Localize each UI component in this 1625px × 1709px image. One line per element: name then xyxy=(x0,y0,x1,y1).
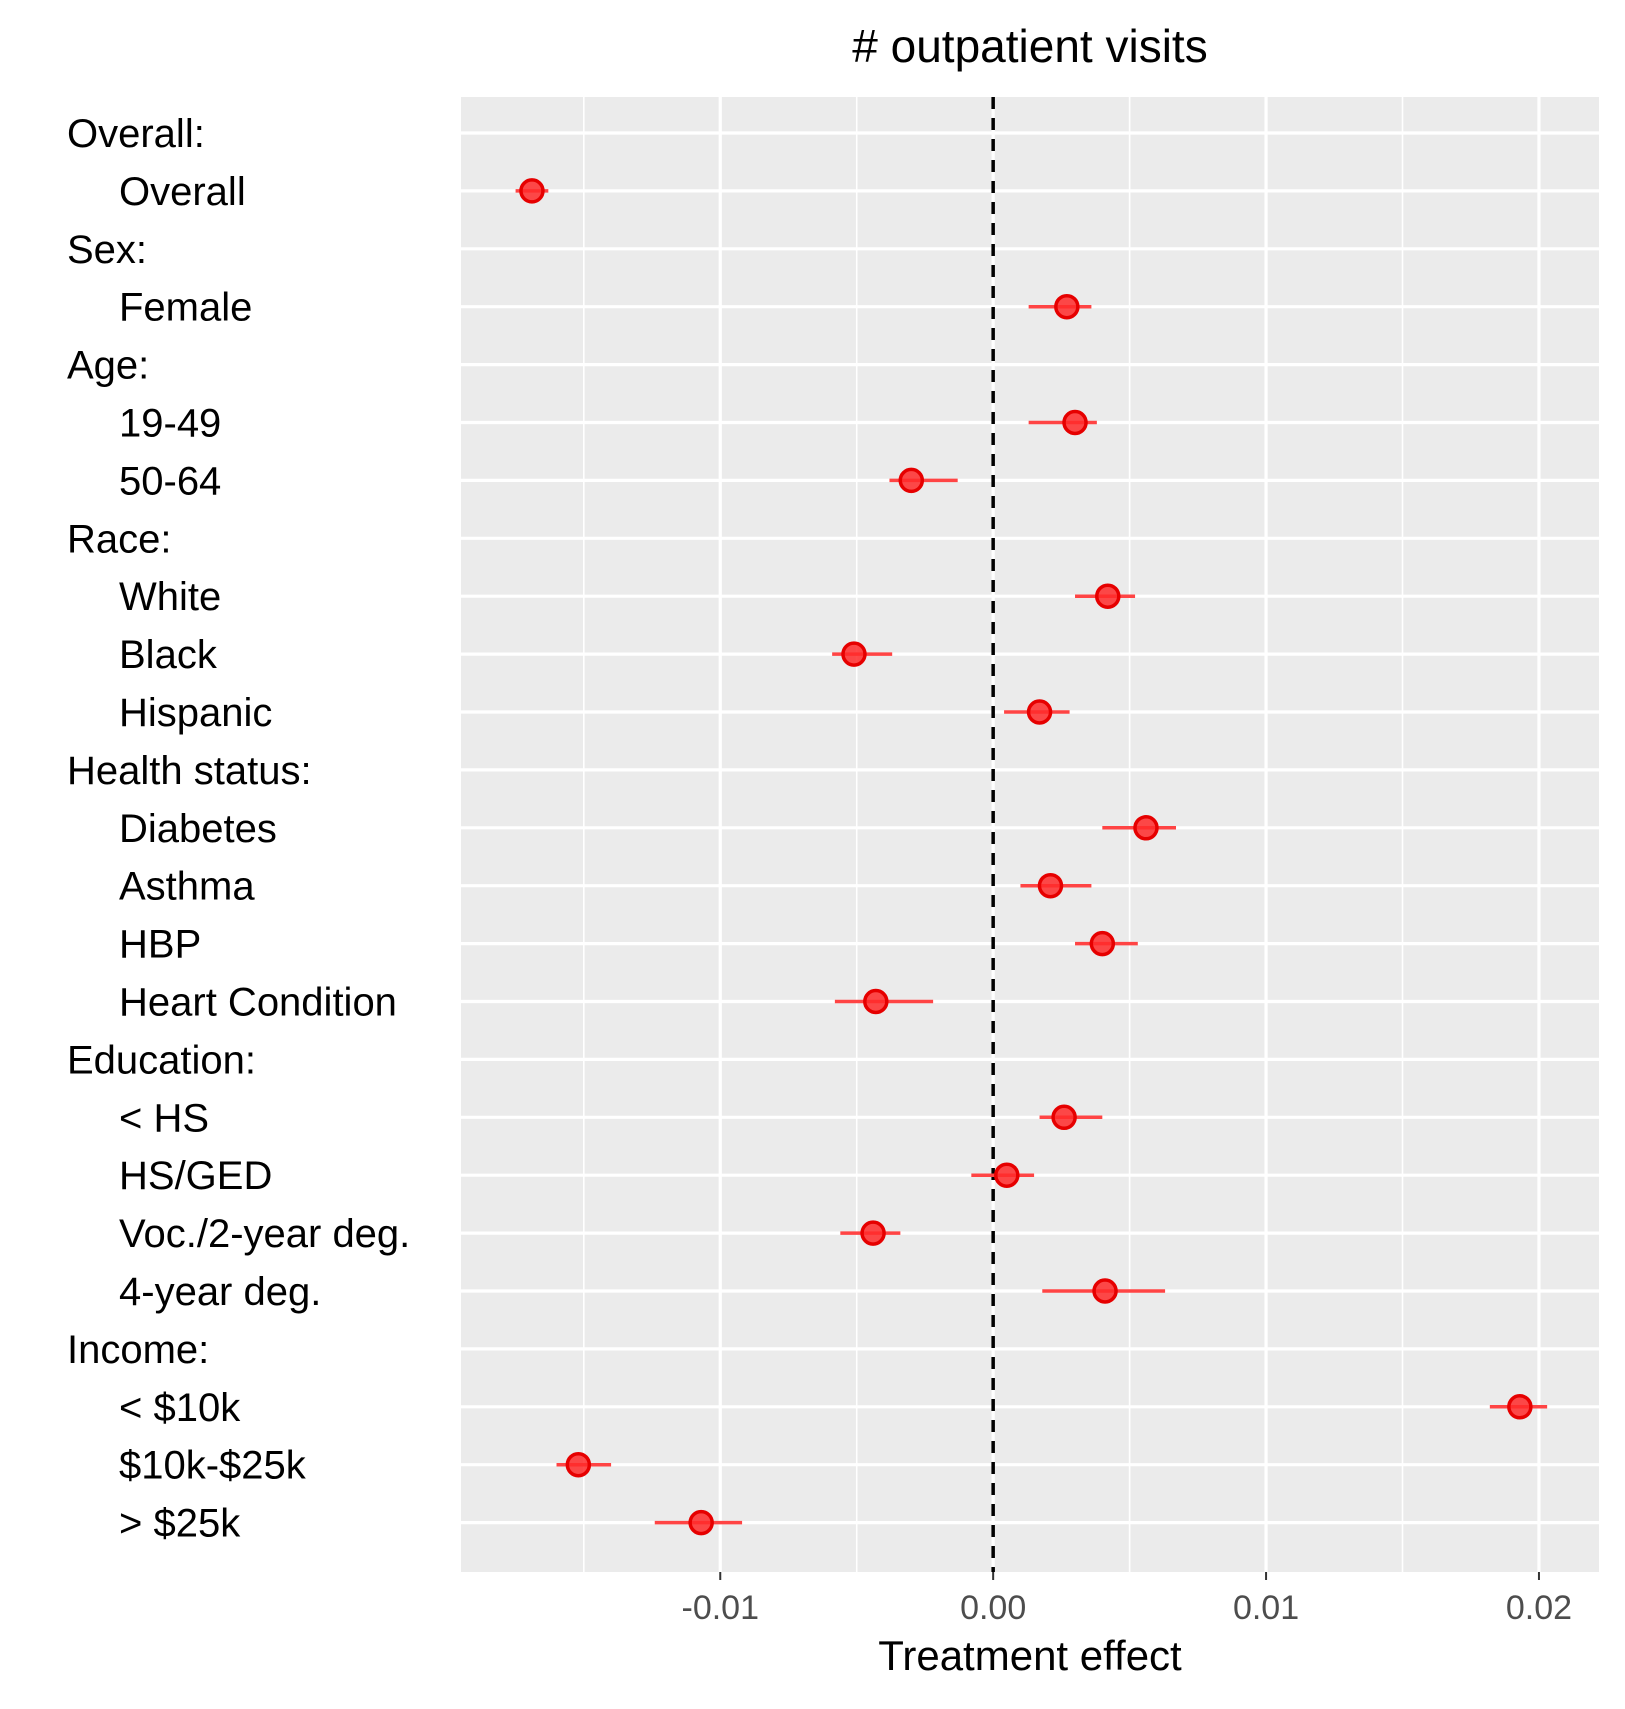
point-estimate xyxy=(841,641,867,667)
point-estimate xyxy=(519,178,545,204)
group-header-label: Overall: xyxy=(67,112,205,156)
point-estimate xyxy=(1037,872,1064,899)
row-label: 50-64 xyxy=(119,459,221,503)
row-label: 4-year deg. xyxy=(119,1270,321,1314)
point-estimate xyxy=(1062,409,1088,436)
group-header-label: Health status: xyxy=(67,749,312,793)
x-tick-label: 0.02 xyxy=(1506,1589,1572,1627)
point-estimate xyxy=(565,1451,592,1478)
point-estimate xyxy=(1054,293,1080,320)
point-estimate xyxy=(860,1220,886,1246)
row-label: Black xyxy=(119,633,218,677)
data-marks xyxy=(515,178,1548,1536)
point-estimate xyxy=(863,988,889,1015)
row-label: < HS xyxy=(119,1096,209,1140)
row-label: Hispanic xyxy=(119,691,272,735)
row-labels: Overall: Overall Sex: Female Age: 19-49 50-64 R… xyxy=(67,112,410,1546)
point-estimate xyxy=(994,1162,1020,1188)
group-header-label: Education: xyxy=(67,1038,256,1082)
x-tick-label: -0.01 xyxy=(682,1589,760,1627)
chart-title: # outpatient visits xyxy=(852,20,1207,72)
x-axis-title: Treatment effect xyxy=(878,1632,1182,1679)
row-label: Female xyxy=(119,286,252,330)
point-estimate xyxy=(1026,699,1053,725)
row-label: < $10k xyxy=(119,1386,241,1430)
row-label: > $25k xyxy=(119,1502,241,1546)
group-header-label: Age: xyxy=(67,344,149,388)
row-label: Overall xyxy=(119,170,246,214)
x-tick-label: 0.00 xyxy=(960,1589,1026,1627)
x-tick-label: 0.01 xyxy=(1233,1589,1299,1627)
point-estimate xyxy=(1089,930,1116,957)
row-label: $10k-$25k xyxy=(119,1444,307,1488)
group-header-label: Race: xyxy=(67,517,172,561)
row-label: HS/GED xyxy=(119,1154,272,1198)
point-estimate xyxy=(1092,1278,1118,1304)
group-header-label: Sex: xyxy=(67,228,147,272)
row-label: White xyxy=(119,575,221,619)
x-axis-ticks: -0.01 0.00 0.01 0.02 xyxy=(682,1572,1572,1627)
point-estimate xyxy=(898,467,925,494)
row-label: Diabetes xyxy=(119,807,277,851)
row-label: 19-49 xyxy=(119,402,221,446)
point-estimate xyxy=(1051,1104,1077,1131)
point-estimate xyxy=(1095,583,1121,609)
row-label: HBP xyxy=(119,923,201,967)
row-label: Voc./2-year deg. xyxy=(119,1212,410,1256)
plot-panel xyxy=(461,97,1599,1572)
group-header-label: Income: xyxy=(67,1328,209,1372)
point-estimate xyxy=(1507,1394,1533,1420)
point-estimate xyxy=(1133,815,1159,841)
point-estimate xyxy=(688,1509,714,1536)
row-label: Heart Condition xyxy=(119,981,397,1025)
row-label: Asthma xyxy=(119,865,255,909)
